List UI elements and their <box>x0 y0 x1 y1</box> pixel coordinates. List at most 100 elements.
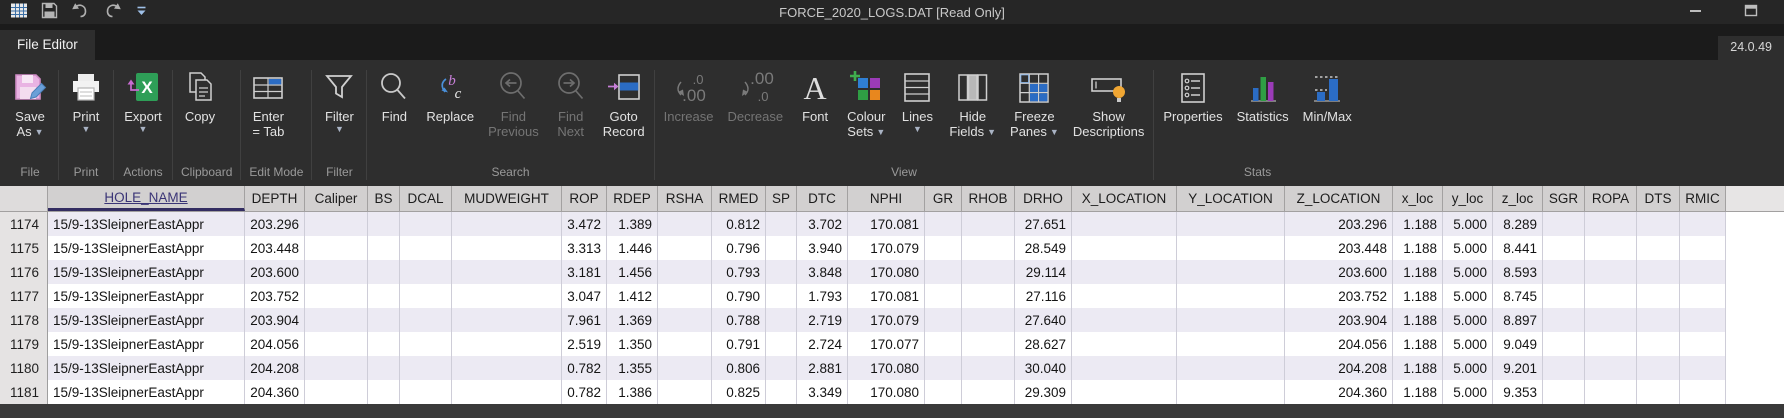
table-cell-drho[interactable]: 28.549 <box>1015 236 1072 260</box>
table-cell-dcal[interactable] <box>400 308 452 332</box>
table-cell-y_location[interactable] <box>1177 356 1285 380</box>
table-cell-bs[interactable] <box>368 212 400 236</box>
table-cell-dts[interactable] <box>1637 212 1680 236</box>
column-header-drho[interactable]: DRHO <box>1015 186 1072 211</box>
table-cell-dcal[interactable] <box>400 380 452 404</box>
table-cell-bs[interactable] <box>368 284 400 308</box>
redo-button[interactable] <box>101 2 124 23</box>
table-cell-z_loc[interactable]: 8.441 <box>1493 236 1543 260</box>
table-cell-rhob[interactable] <box>962 236 1015 260</box>
table-cell-gr[interactable] <box>925 380 962 404</box>
table-cell-rdep[interactable]: 1.386 <box>607 380 658 404</box>
table-cell-sp[interactable] <box>766 236 797 260</box>
table-cell-y_location[interactable] <box>1177 380 1285 404</box>
table-cell-sp[interactable] <box>766 260 797 284</box>
table-cell-x_location[interactable] <box>1072 212 1177 236</box>
table-cell-bs[interactable] <box>368 380 400 404</box>
table-cell-x_location[interactable] <box>1072 260 1177 284</box>
table-cell-x_loc[interactable]: 1.188 <box>1393 260 1443 284</box>
goto-record-button[interactable]: Goto Record <box>596 65 652 139</box>
column-header-y_location[interactable]: Y_LOCATION <box>1177 186 1285 211</box>
table-cell-caliper[interactable] <box>305 260 368 284</box>
increase-button[interactable]: .0.00 Increase <box>657 65 721 124</box>
table-cell-rop[interactable]: 2.519 <box>562 332 607 356</box>
table-cell-nphi[interactable]: 170.080 <box>848 260 925 284</box>
properties-button[interactable]: Properties <box>1156 65 1229 124</box>
table-cell-rdep[interactable]: 1.412 <box>607 284 658 308</box>
table-cell-ropa[interactable] <box>1585 356 1637 380</box>
table-cell-y_location[interactable] <box>1177 308 1285 332</box>
table-cell-z_loc[interactable]: 9.049 <box>1493 332 1543 356</box>
table-cell-z_location[interactable]: 204.208 <box>1285 356 1393 380</box>
table-cell-rmic[interactable] <box>1680 308 1726 332</box>
table-cell-sgr[interactable] <box>1543 236 1585 260</box>
table-cell-rmed[interactable]: 0.812 <box>712 212 766 236</box>
tab-file-editor[interactable]: File Editor <box>0 30 95 60</box>
table-cell-dcal[interactable] <box>400 260 452 284</box>
table-cell-nphi[interactable]: 170.077 <box>848 332 925 356</box>
table-cell-z_location[interactable]: 203.904 <box>1285 308 1393 332</box>
table-cell-z_location[interactable]: 203.296 <box>1285 212 1393 236</box>
column-header-rdep[interactable]: RDEP <box>607 186 658 211</box>
export-button[interactable]: X Export ▼ <box>116 65 170 134</box>
column-header-dtc[interactable]: DTC <box>797 186 848 211</box>
table-cell-rmic[interactable] <box>1680 332 1726 356</box>
table-cell-dtc[interactable]: 3.848 <box>797 260 848 284</box>
row-number-cell[interactable]: 1178 <box>0 308 48 332</box>
table-cell-x_location[interactable] <box>1072 308 1177 332</box>
filter-button[interactable]: Filter ▼ <box>314 65 364 134</box>
table-cell-y_loc[interactable]: 5.000 <box>1443 308 1493 332</box>
table-cell-y_loc[interactable]: 5.000 <box>1443 260 1493 284</box>
find-button[interactable]: Find <box>369 65 419 124</box>
table-cell-caliper[interactable] <box>305 236 368 260</box>
table-cell-rdep[interactable]: 1.350 <box>607 332 658 356</box>
table-cell-hole_name[interactable]: 15/9-13SleipnerEastAppr <box>48 284 245 308</box>
table-cell-rdep[interactable]: 1.456 <box>607 260 658 284</box>
customize-quick-access-button[interactable] <box>133 4 150 21</box>
table-cell-dtc[interactable]: 2.719 <box>797 308 848 332</box>
table-cell-mudweight[interactable] <box>452 356 562 380</box>
row-number-cell[interactable]: 1177 <box>0 284 48 308</box>
table-cell-sgr[interactable] <box>1543 212 1585 236</box>
replace-button[interactable]: b c Replace <box>419 65 481 124</box>
show-descriptions-button[interactable]: Show Descriptions <box>1066 65 1152 139</box>
find-previous-button[interactable]: Find Previous <box>481 65 546 139</box>
table-cell-sgr[interactable] <box>1543 284 1585 308</box>
table-cell-hole_name[interactable]: 15/9-13SleipnerEastAppr <box>48 236 245 260</box>
table-cell-dts[interactable] <box>1637 236 1680 260</box>
table-cell-hole_name[interactable]: 15/9-13SleipnerEastAppr <box>48 332 245 356</box>
table-cell-caliper[interactable] <box>305 380 368 404</box>
table-cell-rop[interactable]: 3.472 <box>562 212 607 236</box>
table-cell-nphi[interactable]: 170.079 <box>848 236 925 260</box>
column-header-rop[interactable]: ROP <box>562 186 607 211</box>
table-cell-drho[interactable]: 29.114 <box>1015 260 1072 284</box>
table-cell-rsha[interactable] <box>658 356 712 380</box>
column-header-y_loc[interactable]: y_loc <box>1443 186 1493 211</box>
table-cell-ropa[interactable] <box>1585 236 1637 260</box>
table-cell-gr[interactable] <box>925 284 962 308</box>
table-cell-dts[interactable] <box>1637 308 1680 332</box>
row-number-cell[interactable]: 1179 <box>0 332 48 356</box>
table-cell-sp[interactable] <box>766 356 797 380</box>
table-cell-depth[interactable]: 203.448 <box>245 236 305 260</box>
undo-button[interactable] <box>69 2 92 23</box>
table-cell-bs[interactable] <box>368 260 400 284</box>
table-cell-hole_name[interactable]: 15/9-13SleipnerEastAppr <box>48 212 245 236</box>
table-cell-rmed[interactable]: 0.825 <box>712 380 766 404</box>
table-cell-dtc[interactable]: 2.881 <box>797 356 848 380</box>
table-cell-rmic[interactable] <box>1680 212 1726 236</box>
table-cell-x_location[interactable] <box>1072 236 1177 260</box>
table-cell-depth[interactable]: 204.360 <box>245 380 305 404</box>
table-cell-rdep[interactable]: 1.389 <box>607 212 658 236</box>
table-cell-rmed[interactable]: 0.793 <box>712 260 766 284</box>
row-number-cell[interactable]: 1180 <box>0 356 48 380</box>
table-cell-nphi[interactable]: 170.079 <box>848 308 925 332</box>
table-cell-rmic[interactable] <box>1680 380 1726 404</box>
column-header-dcal[interactable]: DCAL <box>400 186 452 211</box>
table-cell-dts[interactable] <box>1637 332 1680 356</box>
table-cell-drho[interactable]: 28.627 <box>1015 332 1072 356</box>
table-cell-sp[interactable] <box>766 332 797 356</box>
table-cell-mudweight[interactable] <box>452 212 562 236</box>
table-cell-rop[interactable]: 3.047 <box>562 284 607 308</box>
table-cell-rmed[interactable]: 0.796 <box>712 236 766 260</box>
